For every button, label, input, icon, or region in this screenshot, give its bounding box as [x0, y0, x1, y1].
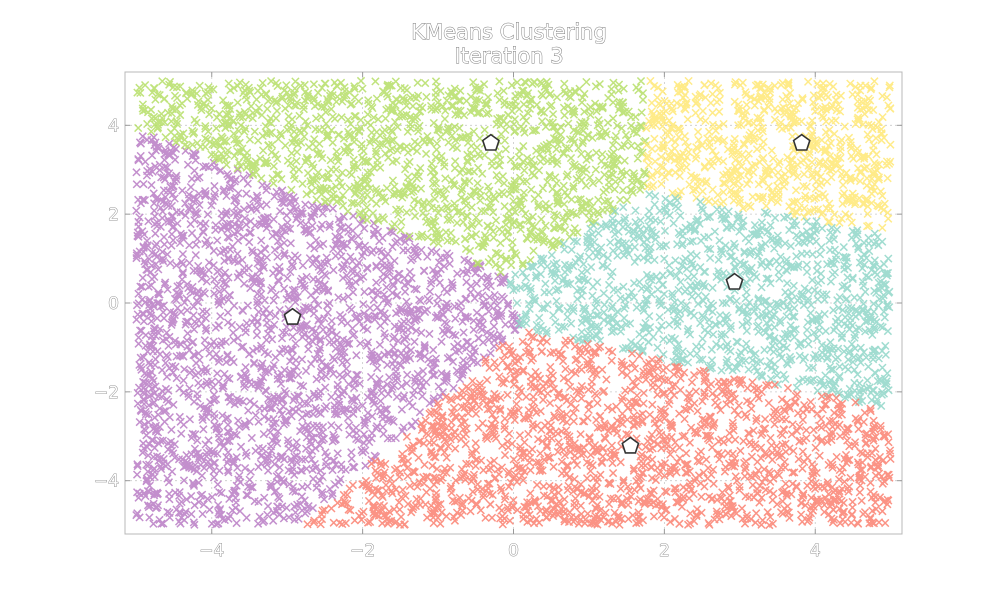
y-tick-label: 4: [108, 116, 119, 136]
cluster-3-points: [642, 76, 895, 232]
centroid-2-marker: [481, 133, 500, 151]
axis-ticks: [125, 72, 902, 534]
centroids: [283, 133, 811, 454]
x-tick-label: 2: [659, 541, 670, 561]
y-tick-label: −4: [94, 472, 119, 492]
cluster-1-points: [132, 132, 523, 529]
centroid-4-marker: [725, 272, 744, 290]
centroid-1-marker: [283, 307, 302, 325]
x-tick-label: −4: [199, 541, 224, 561]
data-points: [132, 76, 895, 530]
centroid-5-marker: [621, 436, 640, 454]
chart-title: KMeans Clustering: [411, 20, 607, 44]
x-tick-label: −2: [350, 541, 375, 561]
x-tick-label: 0: [508, 541, 519, 561]
chart-subtitle: Iteration 3: [454, 44, 563, 68]
x-tick-label: 4: [810, 541, 821, 561]
cluster-2-points: [133, 76, 651, 277]
centroid-3-marker: [792, 133, 811, 151]
cluster-4-points: [506, 190, 894, 411]
y-tick-label: −2: [94, 383, 119, 403]
y-tick-label: 0: [108, 294, 119, 314]
cluster-5-points: [303, 328, 895, 530]
y-tick-label: 2: [108, 205, 119, 225]
tick-labels: −4 −2 0 2 4 −4 −2 0 2 4: [94, 116, 822, 561]
